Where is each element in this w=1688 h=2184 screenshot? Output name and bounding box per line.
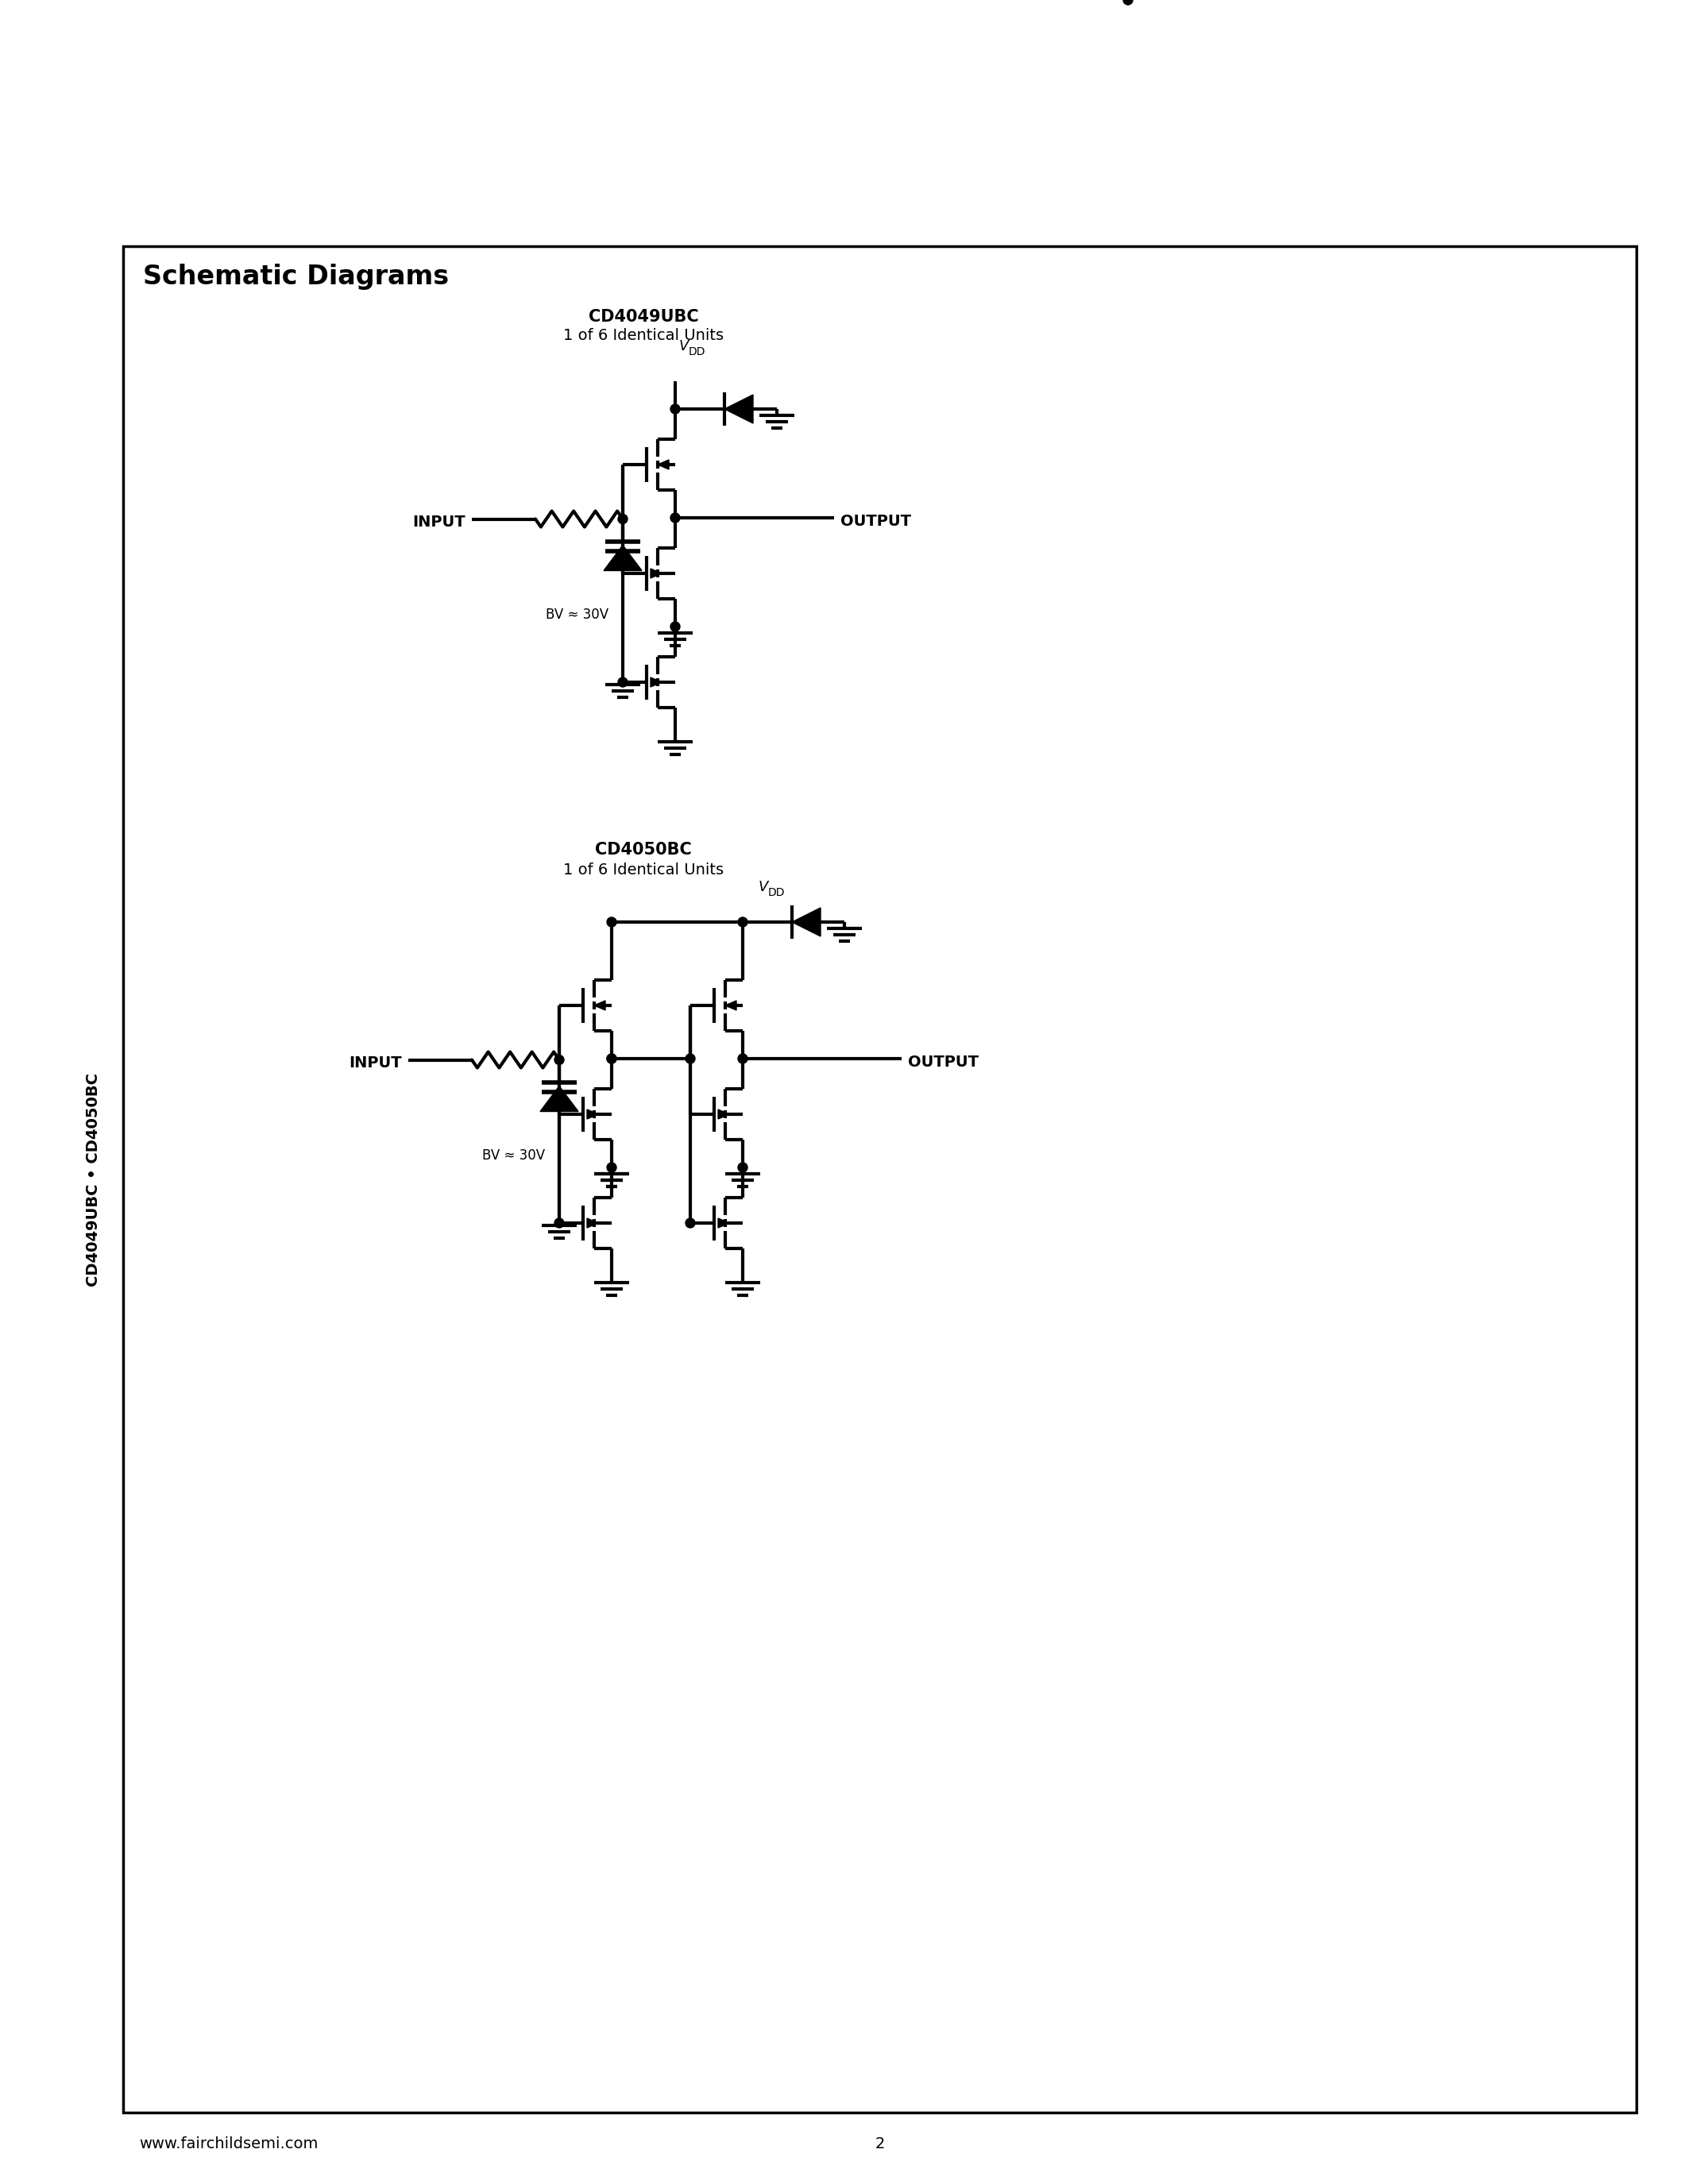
Polygon shape bbox=[792, 909, 820, 937]
Circle shape bbox=[1123, 0, 1133, 4]
Circle shape bbox=[608, 1055, 616, 1064]
Text: www.fairchildsemi.com: www.fairchildsemi.com bbox=[138, 2136, 317, 2151]
Circle shape bbox=[608, 917, 616, 926]
Polygon shape bbox=[717, 1109, 729, 1118]
Text: OUTPUT: OUTPUT bbox=[908, 1055, 979, 1070]
Circle shape bbox=[685, 1219, 695, 1227]
Text: INPUT: INPUT bbox=[349, 1055, 402, 1070]
Circle shape bbox=[670, 622, 680, 631]
Text: CD4049UBC • CD4050BC: CD4049UBC • CD4050BC bbox=[86, 1072, 101, 1286]
Text: 1 of 6 Identical Units: 1 of 6 Identical Units bbox=[564, 863, 724, 878]
Text: CD4050BC: CD4050BC bbox=[596, 841, 692, 858]
Polygon shape bbox=[724, 395, 753, 424]
Circle shape bbox=[618, 513, 628, 524]
Polygon shape bbox=[717, 1219, 729, 1227]
Circle shape bbox=[608, 1162, 616, 1173]
Text: INPUT: INPUT bbox=[412, 515, 466, 531]
Circle shape bbox=[618, 677, 628, 688]
Text: 2: 2 bbox=[874, 2136, 885, 2151]
Text: DD: DD bbox=[689, 347, 706, 358]
Circle shape bbox=[670, 404, 680, 413]
Text: BV ≈ 30V: BV ≈ 30V bbox=[483, 1149, 545, 1162]
Circle shape bbox=[738, 1055, 748, 1064]
Polygon shape bbox=[658, 461, 668, 470]
Bar bbox=[123, 247, 1636, 2112]
Polygon shape bbox=[540, 1085, 579, 1112]
Text: DD: DD bbox=[768, 887, 785, 898]
Polygon shape bbox=[650, 568, 662, 579]
Text: BV ≈ 30V: BV ≈ 30V bbox=[545, 607, 608, 622]
Polygon shape bbox=[650, 677, 662, 688]
Polygon shape bbox=[604, 546, 641, 570]
Circle shape bbox=[685, 1055, 695, 1064]
Polygon shape bbox=[587, 1109, 598, 1118]
Text: V: V bbox=[758, 880, 768, 893]
Text: Schematic Diagrams: Schematic Diagrams bbox=[143, 264, 449, 290]
Text: 1 of 6 Identical Units: 1 of 6 Identical Units bbox=[564, 328, 724, 343]
Text: CD4049UBC: CD4049UBC bbox=[589, 308, 699, 325]
Circle shape bbox=[554, 1055, 564, 1064]
Circle shape bbox=[738, 917, 748, 926]
Circle shape bbox=[554, 1219, 564, 1227]
Circle shape bbox=[608, 1055, 616, 1064]
Polygon shape bbox=[594, 1000, 606, 1011]
Text: OUTPUT: OUTPUT bbox=[841, 513, 912, 529]
Text: V: V bbox=[679, 339, 689, 354]
Circle shape bbox=[738, 1162, 748, 1173]
Polygon shape bbox=[726, 1000, 736, 1011]
Polygon shape bbox=[587, 1219, 598, 1227]
Circle shape bbox=[670, 513, 680, 522]
